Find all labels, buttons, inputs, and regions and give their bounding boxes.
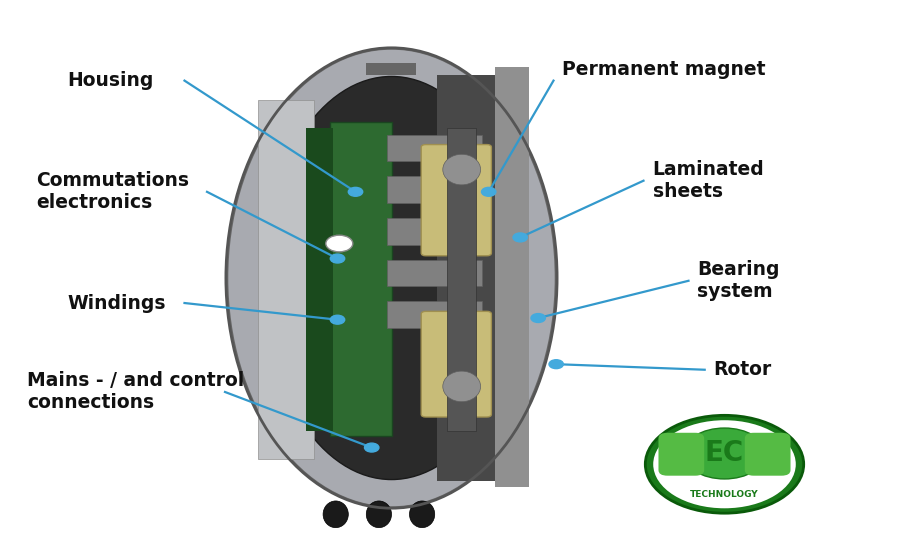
Circle shape	[645, 415, 804, 513]
Ellipse shape	[323, 501, 348, 528]
Ellipse shape	[443, 371, 481, 401]
Text: Housing: Housing	[68, 71, 154, 90]
FancyBboxPatch shape	[421, 145, 491, 256]
Circle shape	[531, 314, 545, 322]
Ellipse shape	[366, 501, 392, 528]
Bar	[447, 128, 476, 431]
Bar	[306, 128, 333, 431]
Ellipse shape	[268, 172, 515, 384]
Bar	[387, 135, 482, 161]
Circle shape	[348, 187, 363, 196]
Text: Permanent magnet: Permanent magnet	[562, 60, 766, 79]
FancyBboxPatch shape	[659, 433, 704, 476]
Bar	[258, 100, 314, 459]
Circle shape	[513, 233, 527, 242]
Text: Mains - / and control
connections: Mains - / and control connections	[27, 371, 244, 413]
Text: Windings: Windings	[68, 294, 166, 312]
Circle shape	[326, 235, 353, 252]
Text: Bearing
system: Bearing system	[698, 260, 780, 301]
Ellipse shape	[410, 501, 435, 528]
Text: EC: EC	[705, 439, 744, 468]
Text: Rotor: Rotor	[714, 360, 772, 379]
Circle shape	[653, 420, 796, 508]
Ellipse shape	[263, 168, 520, 388]
Ellipse shape	[258, 164, 525, 392]
Text: TECHNOLOGY: TECHNOLOGY	[690, 490, 759, 499]
Circle shape	[330, 315, 345, 324]
FancyBboxPatch shape	[745, 433, 790, 476]
Circle shape	[549, 360, 563, 369]
Bar	[330, 122, 392, 436]
Circle shape	[364, 443, 379, 452]
Bar	[495, 67, 529, 486]
Bar	[387, 176, 482, 203]
Text: Laminated
sheets: Laminated sheets	[652, 160, 764, 201]
Text: Commutations
electronics: Commutations electronics	[36, 171, 189, 212]
Ellipse shape	[263, 77, 520, 479]
Circle shape	[482, 187, 496, 196]
Bar	[387, 260, 482, 286]
Ellipse shape	[227, 49, 556, 507]
FancyBboxPatch shape	[421, 311, 491, 417]
Bar	[366, 63, 416, 75]
Circle shape	[683, 428, 766, 479]
Circle shape	[330, 254, 345, 263]
Bar	[387, 218, 482, 245]
Bar	[387, 301, 482, 328]
Ellipse shape	[443, 154, 481, 185]
Bar	[436, 75, 513, 481]
